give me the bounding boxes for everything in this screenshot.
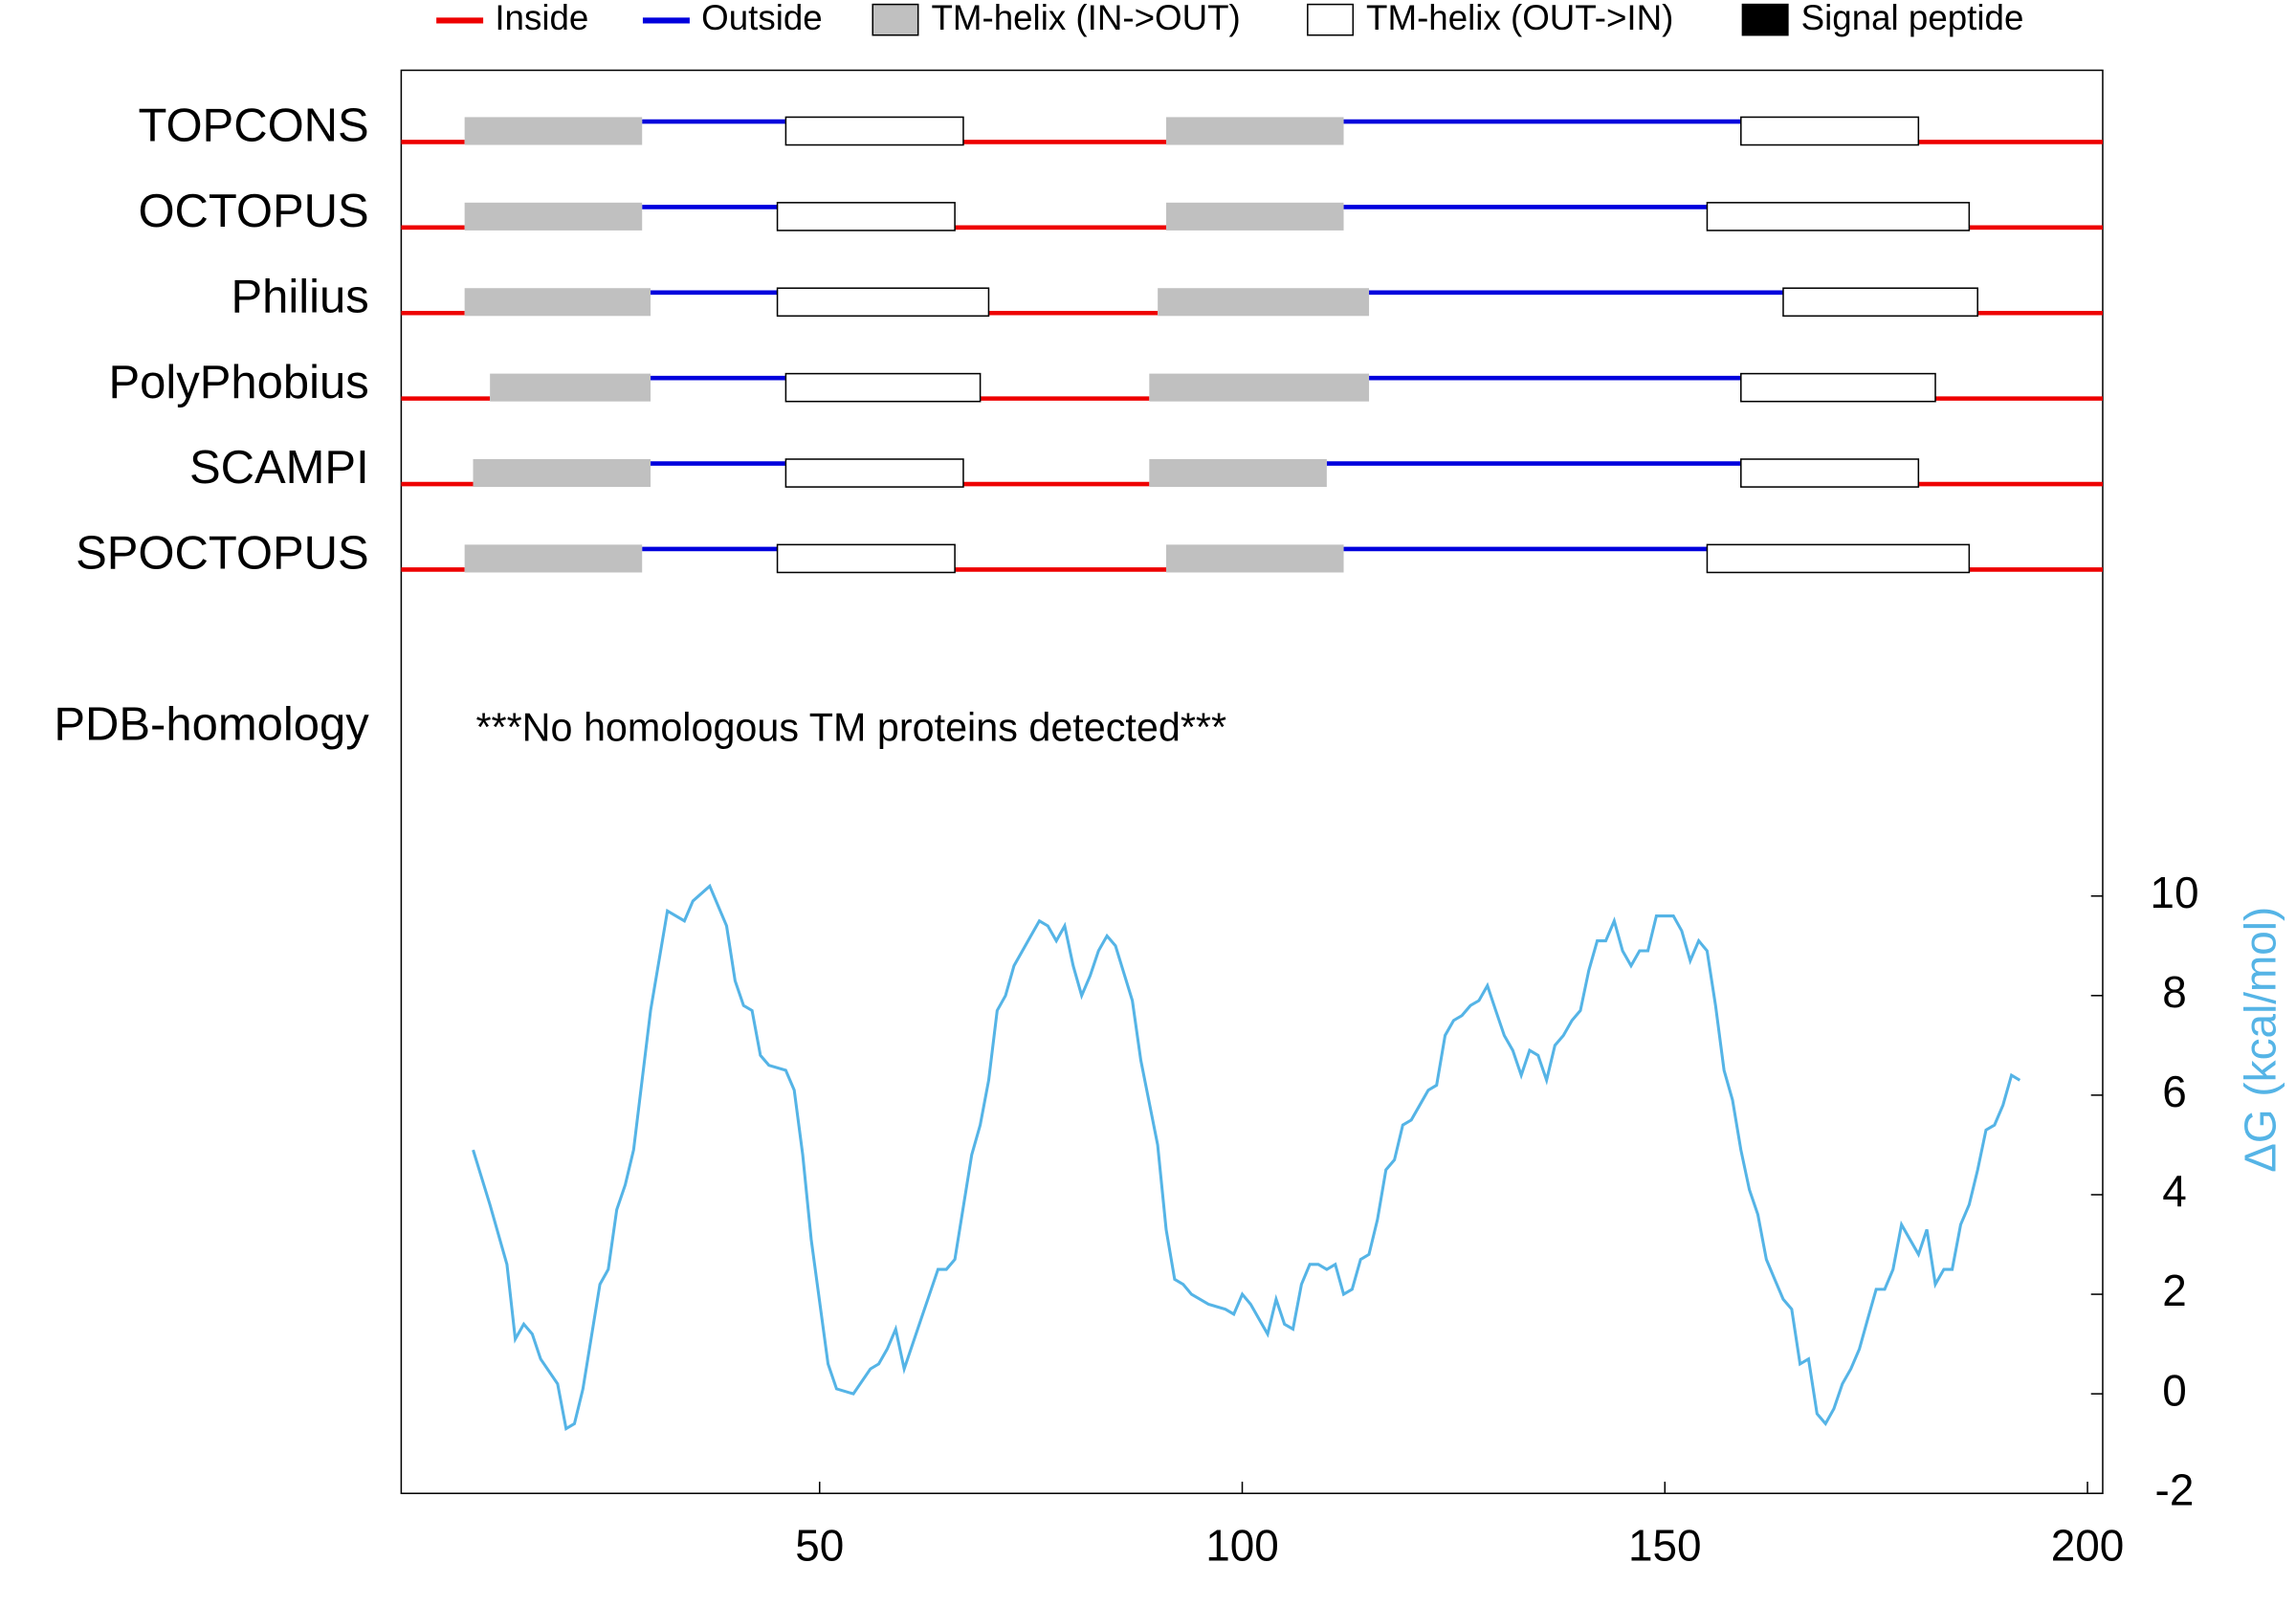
y-axis-label: ΔG (kcal/mol) xyxy=(2235,907,2285,1173)
plot-frame xyxy=(400,69,2104,1494)
track-label: TOPCONS xyxy=(138,100,368,152)
y-tick-label: 2 xyxy=(2162,1266,2187,1315)
tm-helix xyxy=(464,288,651,317)
legend-label: Inside xyxy=(495,0,588,37)
tm-helix xyxy=(1782,287,1978,318)
track-label: Philius xyxy=(231,271,368,322)
tm-helix xyxy=(1740,458,1920,488)
tm-helix xyxy=(1149,459,1327,488)
tm-helix xyxy=(784,116,964,146)
tm-helix xyxy=(1740,116,1920,146)
y-tick-label: -2 xyxy=(2155,1464,2195,1514)
tm-helix xyxy=(1740,372,1936,403)
x-tick-label: 50 xyxy=(795,1521,844,1571)
tm-helix xyxy=(464,117,643,145)
tm-helix xyxy=(1149,373,1370,402)
x-tick-label: 100 xyxy=(1205,1521,1279,1571)
y-tick-label: 0 xyxy=(2162,1365,2187,1415)
tm-helix xyxy=(490,373,651,402)
legend-swatch xyxy=(1741,3,1789,36)
tm-helix xyxy=(1158,288,1370,317)
track-label: SCAMPI xyxy=(189,442,369,494)
legend-swatch xyxy=(1307,3,1355,36)
legend-swatch xyxy=(872,3,919,36)
tm-helix xyxy=(1706,202,1971,231)
tm-helix xyxy=(1706,543,1971,574)
annotation-label: PDB-homology xyxy=(54,699,369,751)
tm-helix xyxy=(776,287,990,318)
legend-label: TM-helix (OUT->IN) xyxy=(1366,0,1673,37)
tm-helix xyxy=(1165,117,1344,145)
y-tick-label: 6 xyxy=(2162,1067,2187,1116)
tm-helix xyxy=(464,544,643,573)
y-tick-label: 8 xyxy=(2162,967,2187,1017)
legend-label: Outside xyxy=(701,0,823,37)
tm-helix xyxy=(1165,202,1344,231)
annotation: ***No homologous TM proteins detected*** xyxy=(475,706,1226,750)
track-label: SPOCTOPUS xyxy=(76,528,369,580)
tm-helix xyxy=(784,372,982,403)
tm-helix xyxy=(1165,544,1344,573)
y-tick-label: 4 xyxy=(2162,1166,2187,1216)
y-tick-label: 10 xyxy=(2150,868,2198,917)
tm-helix xyxy=(473,459,651,488)
x-tick-label: 200 xyxy=(2051,1521,2125,1571)
tm-helix xyxy=(784,458,964,488)
delta-g-line xyxy=(472,883,2021,1432)
tm-helix xyxy=(776,543,956,574)
track-label: OCTOPUS xyxy=(138,186,368,237)
tm-helix xyxy=(776,202,956,231)
legend-label: Signal peptide xyxy=(1801,0,2024,37)
track-label: PolyPhobius xyxy=(108,357,368,408)
legend-label: TM-helix (IN->OUT) xyxy=(931,0,1240,37)
x-tick-label: 150 xyxy=(1628,1521,1702,1571)
tm-helix xyxy=(464,202,643,231)
